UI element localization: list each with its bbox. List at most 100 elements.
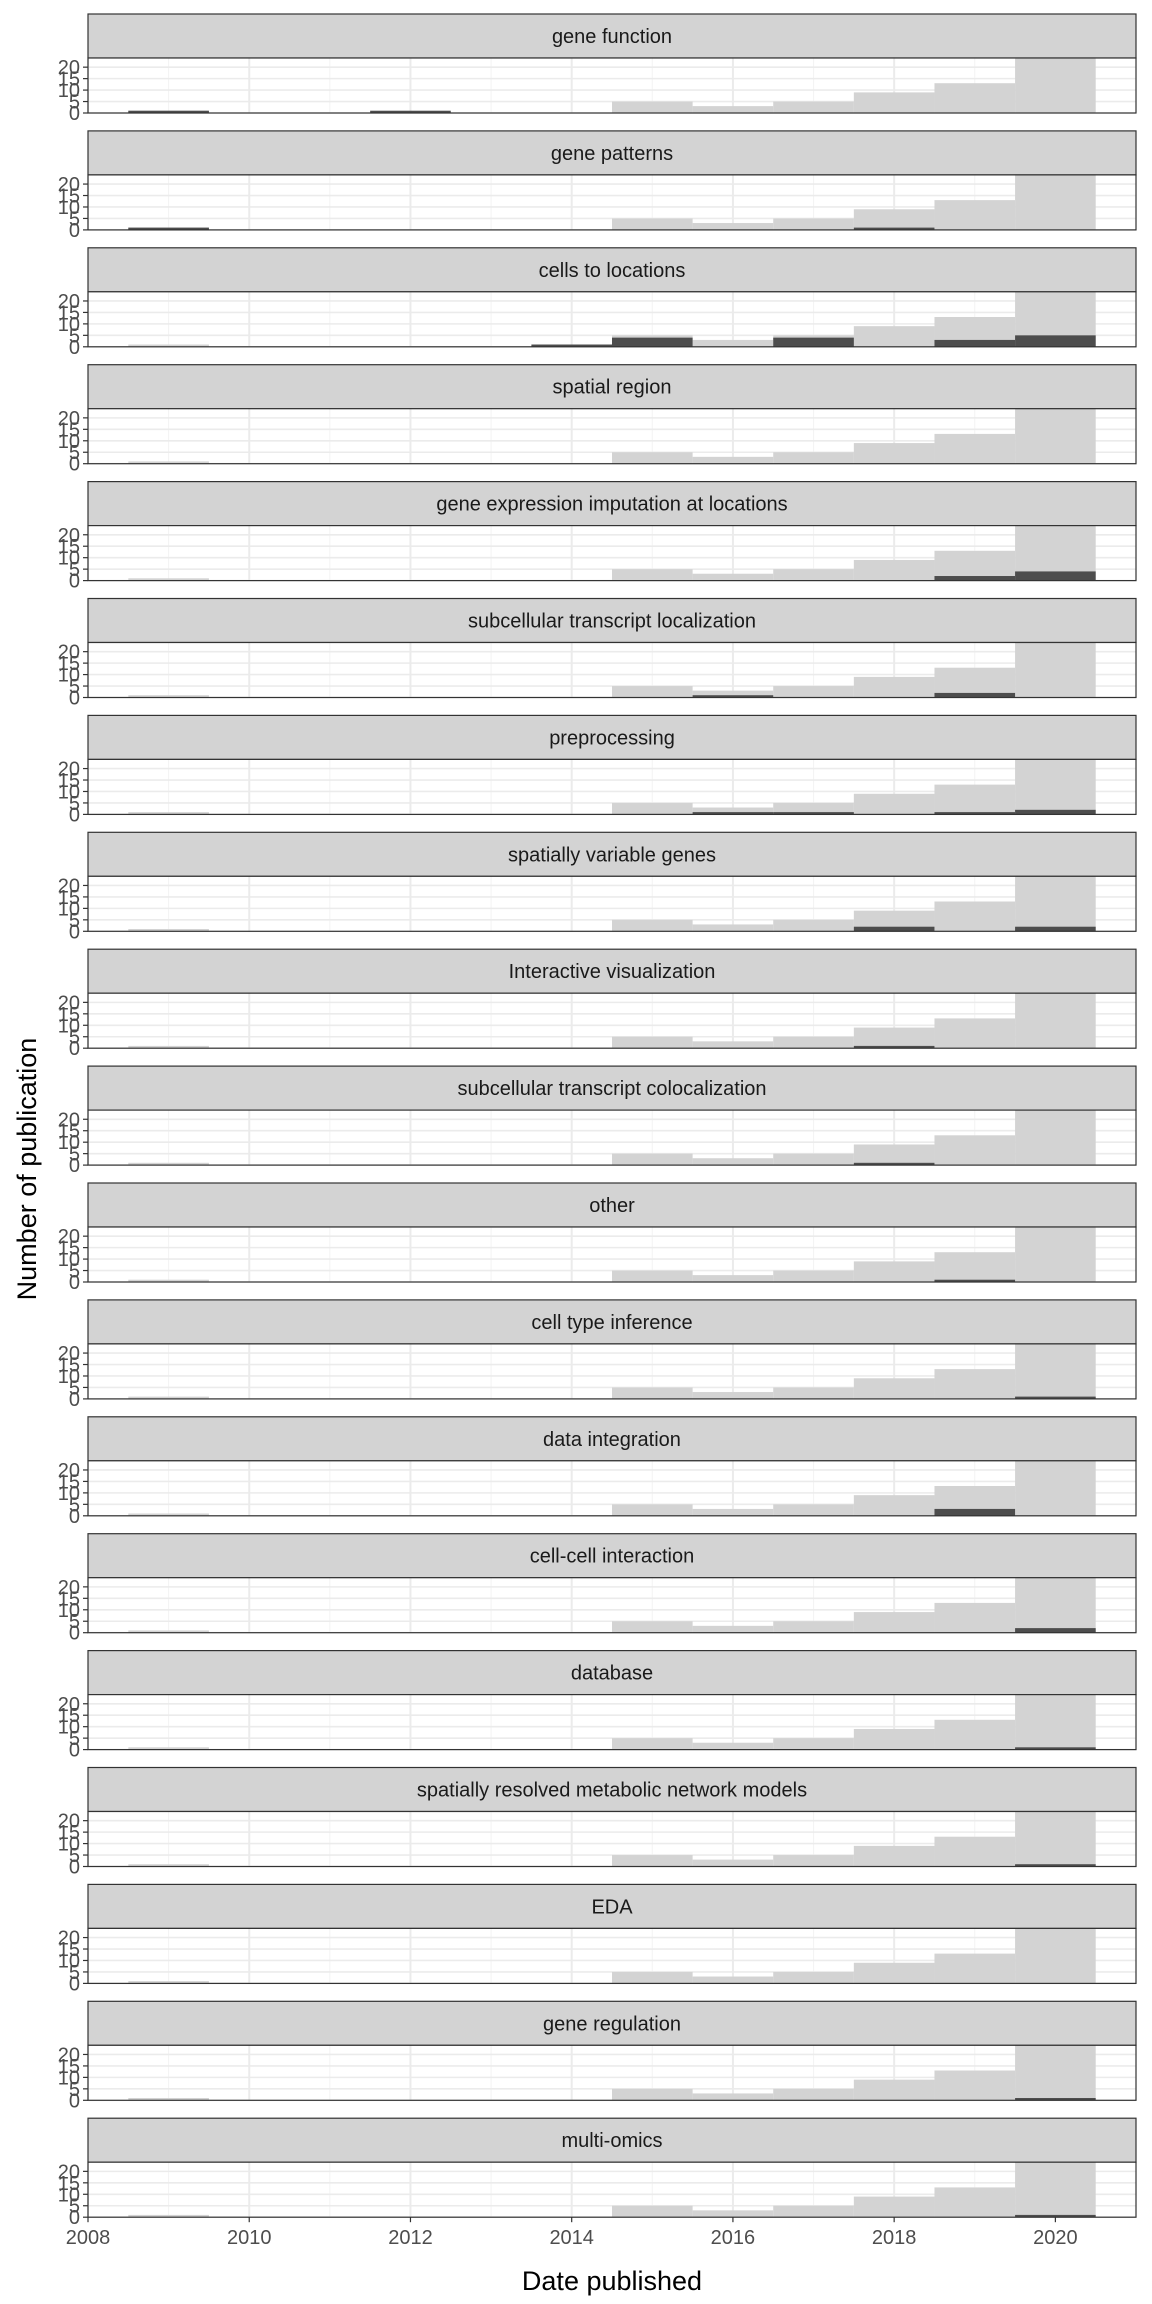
y-tick-label: 20 xyxy=(58,174,80,196)
x-tick-label: 2016 xyxy=(711,2227,756,2249)
background-bar xyxy=(853,443,935,464)
y-tick-label: 5 xyxy=(69,1962,80,1984)
facet-strip-label: other xyxy=(589,1195,635,1217)
y-tick-label: 0 xyxy=(69,804,80,826)
background-bar xyxy=(934,1953,1016,1984)
background-bar xyxy=(1015,58,1096,113)
facet-panel: subcellular transcript localization 05101… xyxy=(58,597,1137,710)
background-bar xyxy=(1015,525,1096,581)
y-tick-label: 20 xyxy=(58,57,80,79)
x-axis: 2008 2010 2012 2014 2016 2018 2020 xyxy=(66,2217,1078,2249)
facet-strip xyxy=(87,1182,1137,1228)
facet-bar xyxy=(692,812,774,815)
y-tick-label: 15 xyxy=(58,1939,80,1961)
y-tick-label: 5 xyxy=(69,676,80,698)
facet-panel-border xyxy=(87,758,1137,816)
background-bar xyxy=(692,1041,774,1049)
facet-strip-label: cells to locations xyxy=(539,260,686,282)
y-tick-label: 15 xyxy=(58,2173,80,2195)
y-tick-label: 5 xyxy=(69,559,80,581)
facet-bar xyxy=(612,337,693,347)
y-tick-label: 15 xyxy=(58,419,80,441)
facet-strip xyxy=(87,1649,1137,1696)
y-axis-title: Number of publication xyxy=(12,1038,42,1301)
background-bar xyxy=(692,1392,774,1399)
background-bar xyxy=(1015,408,1096,464)
background-bar xyxy=(1015,1811,1096,1867)
background-bar xyxy=(612,1387,693,1399)
y-tick-label: 5 xyxy=(69,1377,80,1399)
background-bar xyxy=(1015,876,1096,932)
background-bar xyxy=(773,452,854,464)
facet-bar xyxy=(853,1162,935,1166)
y-tick-label: 10 xyxy=(58,1600,80,1622)
background-bar xyxy=(612,2088,693,2101)
background-bar xyxy=(773,1504,854,1516)
background-bar xyxy=(853,1378,935,1399)
background-bar xyxy=(853,676,935,698)
background-bar xyxy=(128,695,209,698)
facet-bar xyxy=(934,339,1016,347)
facet-panel-border xyxy=(87,2161,1137,2218)
background-bar xyxy=(612,218,693,230)
y-tick-label: 5 xyxy=(69,325,80,347)
background-bar xyxy=(1015,642,1096,698)
y-tick-label: 10 xyxy=(58,1717,80,1739)
y-tick-label: 5 xyxy=(69,2196,80,2218)
background-bar xyxy=(128,2214,209,2218)
y-tick-label: 15 xyxy=(58,302,80,324)
facet-panel-border xyxy=(87,641,1137,699)
y-tick-label: 15 xyxy=(58,1822,80,1844)
y-tick-label: 15 xyxy=(58,186,80,208)
y-tick-label: 10 xyxy=(58,80,80,102)
background-bar xyxy=(128,1279,209,1282)
x-tick-label: 2020 xyxy=(1033,2227,1078,2249)
background-bar xyxy=(692,106,774,113)
background-bar xyxy=(1015,1343,1096,1399)
facet-strip xyxy=(87,1766,1137,1813)
facet-panel-border xyxy=(87,1577,1137,1634)
y-tick-label: 20 xyxy=(58,642,80,664)
background-bar xyxy=(773,2205,854,2218)
y-tick-label: 15 xyxy=(58,1588,80,1610)
background-bar xyxy=(612,1855,693,1867)
y-tick-label: 15 xyxy=(58,1004,80,1026)
y-tick-label: 0 xyxy=(69,921,80,943)
background-bar xyxy=(853,1962,935,1984)
y-tick-label: 15 xyxy=(58,1705,80,1727)
facet-bar xyxy=(692,695,774,698)
background-bar xyxy=(612,101,693,113)
y-tick-label: 20 xyxy=(58,1811,80,1833)
background-bar xyxy=(612,1036,693,1049)
facet-bar xyxy=(934,1279,1016,1282)
background-bar xyxy=(128,461,209,464)
background-bar xyxy=(128,1630,209,1633)
facet-strip-label: gene regulation xyxy=(543,2013,681,2035)
background-bar xyxy=(128,344,209,347)
background-bar xyxy=(692,1742,774,1750)
background-bar xyxy=(853,92,935,113)
background-bar xyxy=(692,1275,774,1282)
facet-panel-border xyxy=(87,408,1137,465)
y-tick-label: 0 xyxy=(69,688,80,710)
background-bar xyxy=(853,209,935,230)
background-bar xyxy=(692,1508,774,1516)
y-tick-label: 0 xyxy=(69,1973,80,1995)
background-bar xyxy=(934,200,1016,230)
y-tick-label: 5 xyxy=(69,910,80,932)
background-bar xyxy=(612,1504,693,1516)
y-tick-label: 20 xyxy=(58,2044,80,2066)
y-tick-label: 20 xyxy=(58,408,80,430)
facet-bar xyxy=(934,812,1016,815)
background-bar xyxy=(853,559,935,581)
facet-panel-border xyxy=(87,1927,1137,1985)
background-bar xyxy=(128,1045,209,1049)
facet-strip xyxy=(87,597,1137,644)
background-bar xyxy=(128,929,209,932)
y-tick-label: 5 xyxy=(69,1144,80,1166)
y-tick-label: 0 xyxy=(69,1389,80,1411)
